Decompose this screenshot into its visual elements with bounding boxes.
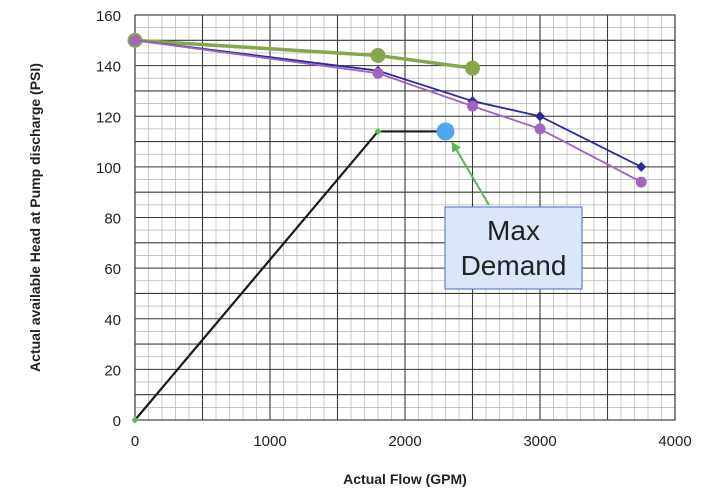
max-demand-callout: Max Demand: [444, 141, 583, 290]
series-2-point: [535, 111, 545, 122]
series-3-line: [134, 39, 642, 183]
max-demand-point: [436, 122, 455, 141]
series-3-point: [372, 67, 384, 79]
tick-labels: 0 1000 2000 3000 4000 0 20 40 60 80 100 120 140 160: [96, 8, 692, 450]
callout-arrow-shaft: [453, 145, 490, 206]
x-tick-label: 4000: [658, 433, 691, 450]
y-axis-title: Actual available Head at Pump discharge …: [27, 63, 43, 372]
series-3-point: [635, 176, 647, 188]
series-4-line: [134, 130, 443, 421]
callout-text: Demand: [461, 250, 567, 281]
y-tick-label: 80: [104, 211, 121, 228]
y-tick-label: 140: [96, 59, 121, 76]
x-axis-title: Actual Flow (GPM): [343, 471, 467, 487]
series-1-point: [465, 60, 480, 76]
y-tick-label: 40: [104, 312, 121, 329]
y-tick-label: 160: [96, 8, 121, 25]
y-tick-label: 0: [113, 413, 121, 430]
series-3-point: [534, 123, 546, 135]
x-tick-label: 2000: [388, 433, 421, 450]
plot-area-frame: [134, 14, 676, 421]
x-tick-label: 0: [131, 433, 139, 450]
series-3-point: [467, 100, 478, 112]
series-3-point: [129, 34, 141, 46]
series-4-point: [374, 127, 382, 135]
callout-box: [444, 206, 583, 290]
series-1-point: [370, 48, 386, 63]
callout-text: Max: [487, 215, 540, 246]
callout-arrow-head: [451, 141, 461, 153]
y-tick-label: 60: [104, 261, 121, 278]
data-series: [127, 32, 647, 424]
series-4-point: [131, 416, 139, 424]
x-tick-label: 3000: [523, 433, 556, 450]
series-2-point: [636, 161, 647, 172]
y-tick-label: 120: [96, 109, 121, 126]
y-tick-label: 100: [96, 160, 121, 177]
x-tick-label: 1000: [253, 433, 286, 450]
y-tick-label: 20: [104, 362, 121, 379]
